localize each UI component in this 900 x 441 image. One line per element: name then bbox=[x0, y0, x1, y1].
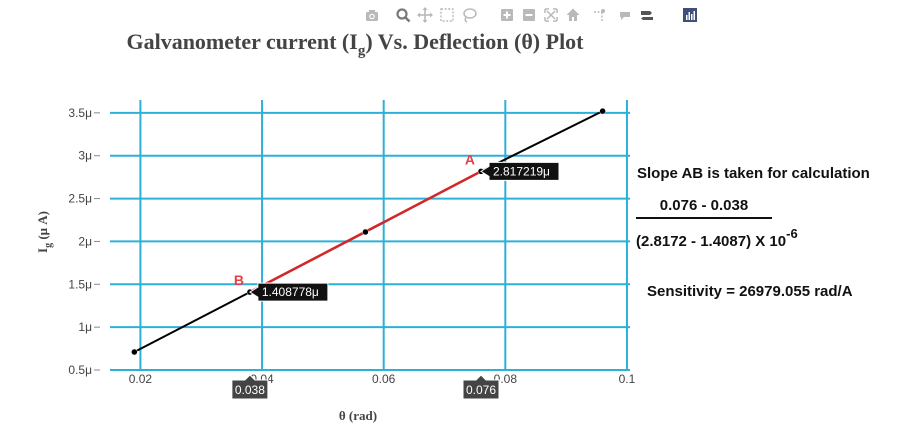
point-label-b: B bbox=[234, 272, 244, 288]
x-hover-label-text: 0.038 bbox=[235, 383, 265, 397]
autoscale-icon bbox=[544, 8, 558, 22]
lasso-select-button[interactable] bbox=[461, 6, 477, 26]
box-select-button[interactable] bbox=[439, 6, 455, 26]
y-tick-label: 1.5μ bbox=[68, 277, 92, 291]
slope-note: Slope AB is taken for calculation bbox=[637, 165, 870, 182]
data-point[interactable] bbox=[599, 107, 606, 115]
data-series bbox=[131, 107, 606, 356]
hover-label-box bbox=[248, 282, 329, 302]
y-tick-label: 2.5μ bbox=[68, 192, 92, 206]
hover-label-text: 1.408778μ bbox=[262, 285, 319, 299]
x-hover-label-text: 0.076 bbox=[466, 383, 496, 397]
lasso-icon bbox=[463, 8, 477, 23]
download-plot-button[interactable] bbox=[364, 6, 380, 26]
hover-label: 2.817219μ bbox=[480, 161, 560, 181]
magnifier-icon bbox=[396, 8, 411, 23]
y-tick-label: 3μ bbox=[78, 149, 92, 163]
x-hover-label-box bbox=[231, 374, 269, 400]
pan-cross-icon bbox=[417, 7, 433, 23]
hover-compare-button[interactable] bbox=[639, 6, 655, 26]
x-tick-label: 0.02 bbox=[129, 372, 153, 386]
point-label-a: A bbox=[465, 151, 475, 167]
hover-label-box bbox=[480, 161, 560, 181]
grid-lines bbox=[110, 100, 630, 371]
axis-ticks: 0.02 0.04 0.06 0.08 0.10.5μ1μ1.5μ2μ2.5μ3μ3.5… bbox=[68, 106, 635, 386]
hover-closest-icon bbox=[620, 12, 630, 20]
y-tick-label: 2μ bbox=[78, 234, 92, 248]
pan-button[interactable] bbox=[417, 6, 433, 26]
hover-label-text: 2.817219μ bbox=[493, 164, 550, 178]
spike-lines-button[interactable] bbox=[591, 6, 607, 26]
home-icon bbox=[566, 8, 580, 21]
reset-axes-button[interactable] bbox=[565, 6, 581, 26]
hover-labels: 2.817219μ 1.408778μ 0.038 0.076 bbox=[231, 161, 560, 400]
fraction-numerator: 0.076 - 0.038 bbox=[660, 197, 748, 214]
x-hover-label: 0.038 bbox=[231, 374, 269, 400]
x-tick-label: 0.1 bbox=[619, 372, 636, 386]
x-tick-label: 0.06 bbox=[372, 372, 396, 386]
autoscale-button[interactable] bbox=[543, 6, 559, 26]
x-hover-label-box bbox=[462, 374, 500, 400]
y-tick-label: 3.5μ bbox=[68, 106, 92, 120]
y-tick-label: 0.5μ bbox=[68, 363, 92, 377]
chart-title: Galvanometer current (Ig) Vs. Deflection… bbox=[126, 29, 584, 59]
zoom-button[interactable] bbox=[395, 6, 411, 26]
y-axis-title: Ig (μ A) bbox=[35, 211, 54, 253]
hover-compare-icon bbox=[641, 11, 653, 20]
plus-box-icon bbox=[501, 9, 513, 21]
x-hover-label: 0.076 bbox=[462, 374, 500, 400]
box-select-icon bbox=[440, 8, 454, 22]
data-point[interactable] bbox=[362, 228, 369, 236]
y-tick-label: 1μ bbox=[78, 320, 92, 334]
hover-closest-button[interactable] bbox=[617, 6, 633, 26]
zoom-out-button[interactable] bbox=[521, 6, 537, 26]
point-labels: AB bbox=[234, 151, 475, 288]
plotly-logo-icon bbox=[683, 8, 697, 22]
sensitivity-result: Sensitivity = 26979.055 rad/A bbox=[647, 283, 853, 300]
plotly-logo-button[interactable] bbox=[682, 6, 698, 26]
x-tick-label: 0.08 bbox=[494, 372, 518, 386]
x-axis-title: θ (rad) bbox=[339, 408, 377, 423]
hover-label: 1.408778μ bbox=[248, 282, 329, 302]
minus-box-icon bbox=[523, 9, 535, 21]
camera-icon bbox=[366, 10, 378, 21]
data-point[interactable] bbox=[131, 348, 138, 356]
fraction-denominator: (2.8172 - 1.4087) X 10-6 bbox=[636, 226, 798, 250]
calculation-annotation: Slope AB is taken for calculation 0.076 … bbox=[636, 165, 870, 300]
spike-lines-icon bbox=[594, 9, 605, 21]
zoom-in-button[interactable] bbox=[499, 6, 515, 26]
